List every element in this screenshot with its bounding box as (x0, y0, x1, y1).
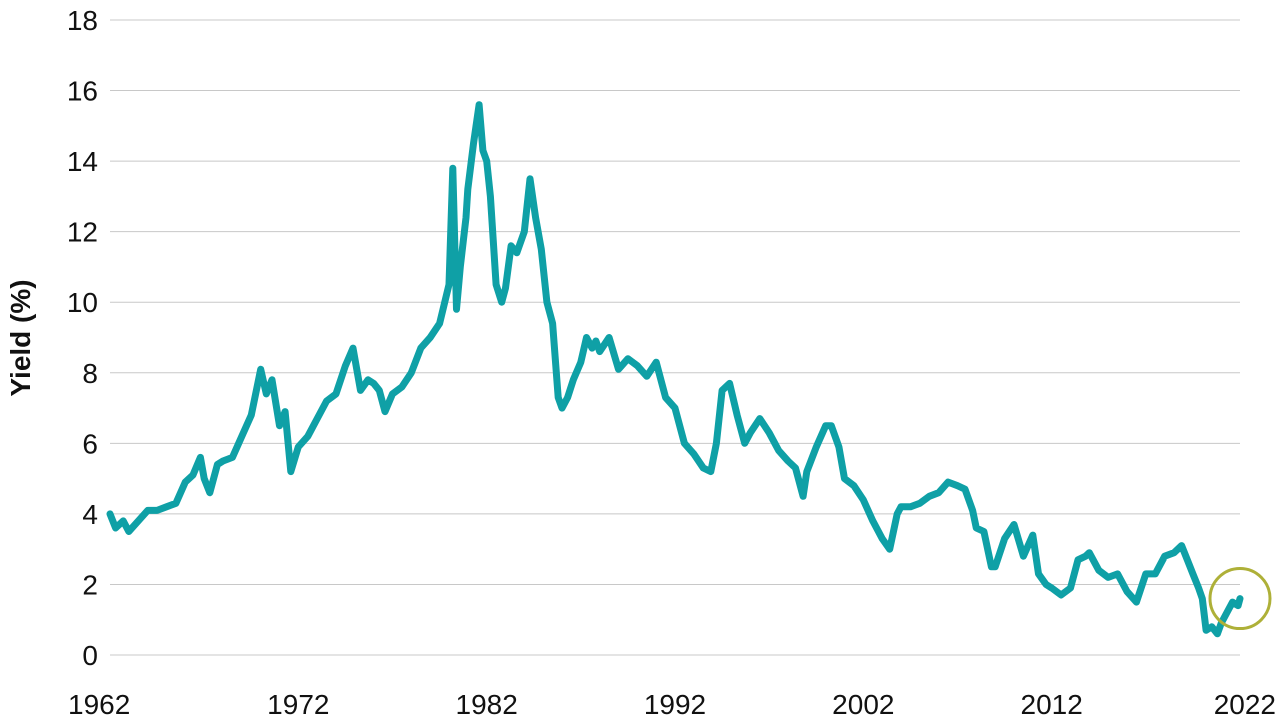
y-tick-label: 6 (82, 428, 98, 459)
y-axis-ticks: 0 2 4 6 8 10 12 14 16 18 (67, 5, 98, 671)
x-tick-label: 1982 (456, 689, 518, 720)
x-tick-label: 2002 (832, 689, 894, 720)
y-tick-label: 2 (82, 569, 98, 600)
y-tick-label: 18 (67, 5, 98, 36)
series-group (106, 101, 1244, 638)
y-tick-label: 10 (67, 287, 98, 318)
y-axis-title: Yield (%) (5, 279, 36, 396)
x-tick-label: 1962 (68, 689, 130, 720)
x-tick-label: 2012 (1021, 689, 1083, 720)
grid-lines (110, 19, 1240, 656)
x-tick-label: 1972 (267, 689, 329, 720)
y-tick-label: 12 (67, 217, 98, 248)
series-line-0 (106, 101, 1244, 638)
y-tick-label: 8 (82, 358, 98, 389)
x-tick-label: 1992 (644, 689, 706, 720)
highlight-circle (1208, 567, 1272, 631)
y-tick-label: 14 (67, 146, 98, 177)
y-tick-label: 0 (82, 640, 98, 671)
x-axis-ticks: 1962 1972 1982 1992 2002 2012 2022 (68, 689, 1276, 720)
y-tick-label: 4 (82, 499, 98, 530)
y-tick-label: 16 (67, 76, 98, 107)
x-tick-label: 2022 (1214, 689, 1276, 720)
